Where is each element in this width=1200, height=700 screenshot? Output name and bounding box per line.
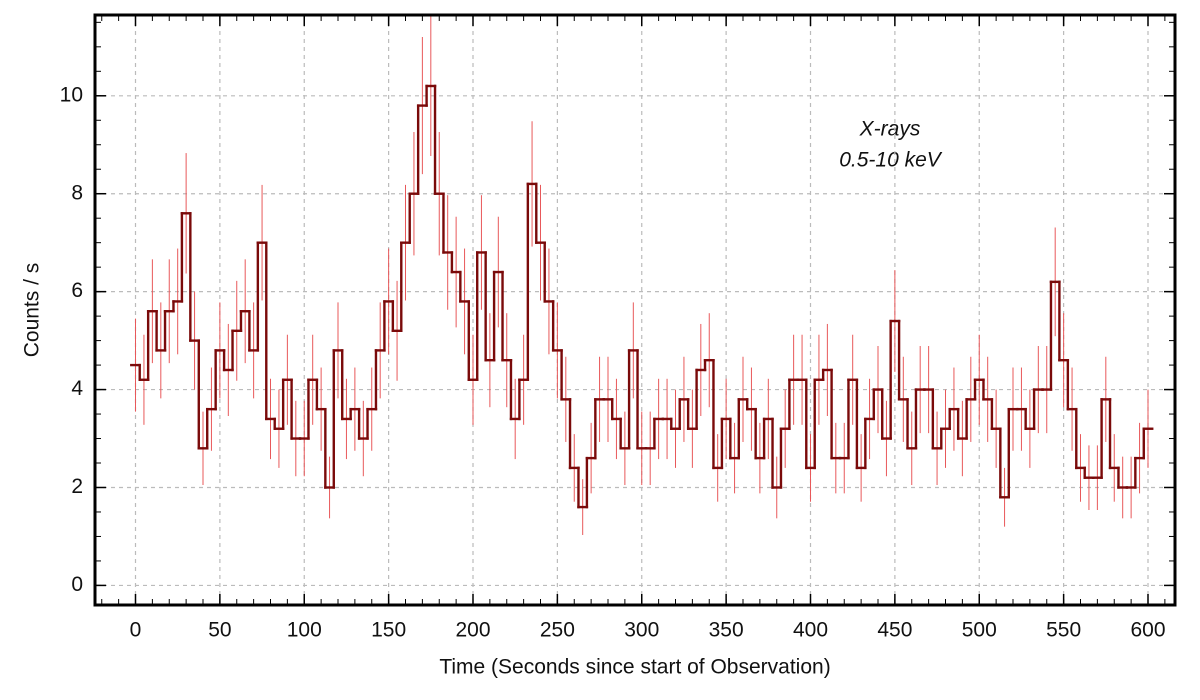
y-tick-label: 10 xyxy=(60,83,83,106)
x-tick-label: 150 xyxy=(371,619,406,642)
x-tick-label: 400 xyxy=(793,619,828,642)
x-tick-label: 50 xyxy=(208,619,231,642)
y-axis-label: Counts / s xyxy=(21,263,44,358)
x-tick-label: 350 xyxy=(709,619,744,642)
x-tick-label: 600 xyxy=(1130,619,1165,642)
y-tick-label: 8 xyxy=(71,181,83,204)
annotation: X-rays xyxy=(859,118,921,141)
x-tick-label: 450 xyxy=(877,619,912,642)
x-tick-label: 300 xyxy=(624,619,659,642)
x-tick-label: 0 xyxy=(130,619,142,642)
y-tick-label: 0 xyxy=(71,573,83,596)
y-tick-label: 6 xyxy=(71,279,83,302)
plot-frame xyxy=(93,13,1177,607)
x-axis-label: Time (Seconds since start of Observation… xyxy=(439,656,830,679)
x-tick-label: 550 xyxy=(1046,619,1081,642)
annotation: 0.5-10 keV xyxy=(839,149,943,172)
x-tick-label: 250 xyxy=(540,619,575,642)
y-tick-label: 2 xyxy=(71,475,83,498)
y-tick-label: 4 xyxy=(71,377,83,400)
x-tick-label: 500 xyxy=(962,619,997,642)
x-tick-label: 200 xyxy=(455,619,490,642)
x-tick-label: 100 xyxy=(287,619,322,642)
